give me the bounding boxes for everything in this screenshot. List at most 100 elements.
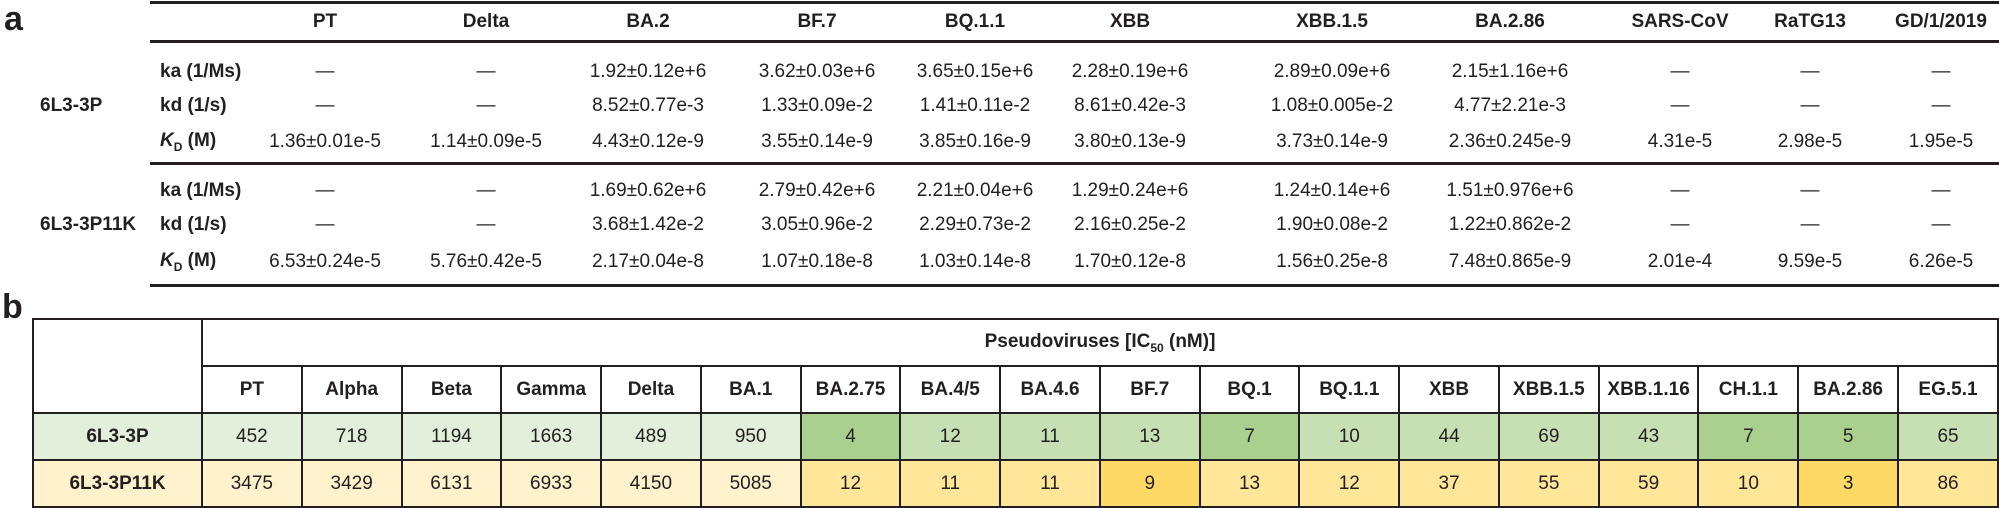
parameter-label: kd (1/s): [160, 95, 227, 116]
row-label: 6L3-3P: [32, 412, 203, 461]
column-header: XBB.1.16: [1597, 365, 1700, 414]
column-header: XBB: [1109, 11, 1151, 32]
table-cell: 4.77±2.21e-3: [1454, 95, 1566, 116]
table-a-group-separator: [150, 162, 1999, 165]
table-cell: 5.76±0.42e-5: [430, 251, 542, 272]
title-subscript: 50: [1150, 340, 1164, 355]
table-cell: —: [476, 180, 496, 201]
column-header: EG.5.1: [1897, 365, 1999, 414]
table-cell: 1.69±0.62e+6: [589, 180, 707, 201]
panel-a-letter: a: [4, 0, 23, 38]
table-cell: 8.52±0.77e-3: [592, 95, 704, 116]
table-cell: —: [315, 214, 335, 235]
table-cell: 3.65±0.15e+6: [916, 61, 1034, 82]
table-cell: 1.24±0.14e+6: [1273, 180, 1391, 201]
table-cell: 1.03±0.14e-8: [919, 251, 1031, 272]
table-cell: 5: [1797, 412, 1900, 461]
column-header: XBB.1.5: [1296, 11, 1368, 32]
kd-symbol: K: [160, 250, 174, 271]
column-header: SARS-CoV: [1631, 11, 1729, 32]
kd-symbol: K: [160, 130, 174, 151]
table-cell: 59: [1597, 459, 1700, 508]
table-cell: 2.36±0.245e-9: [1448, 131, 1572, 152]
column-header: Alpha: [300, 365, 403, 414]
table-cell: —: [315, 95, 335, 116]
column-header: Gamma: [500, 365, 603, 414]
table-cell: 1.51±0.976e+6: [1446, 180, 1574, 201]
table-cell: 1663: [500, 412, 603, 461]
table-cell: —: [1670, 180, 1690, 201]
table-cell: 12: [899, 412, 1002, 461]
table-cell: 12: [1298, 459, 1401, 508]
parameter-label: KD (M): [160, 130, 216, 154]
kd-subscript: D: [173, 260, 183, 274]
table-cell: —: [1931, 95, 1951, 116]
table-cell: 1.14±0.09e-5: [430, 131, 542, 152]
table-cell: 1.70±0.12e-8: [1074, 251, 1186, 272]
column-header: BQ.1.1: [1298, 365, 1401, 414]
kd-unit: (M): [182, 250, 217, 271]
column-header: BF.7: [797, 11, 837, 32]
table-cell: 2.21±0.04e+6: [916, 180, 1034, 201]
table-cell: 3475: [201, 459, 303, 508]
table-cell: 2.29±0.73e-2: [919, 214, 1031, 235]
column-header: BF.7: [1098, 365, 1201, 414]
table-cell: 43: [1597, 412, 1700, 461]
table-cell: 4: [799, 412, 902, 461]
parameter-label: kd (1/s): [160, 214, 227, 235]
table-cell: 2.98e-5: [1777, 131, 1843, 152]
table-cell: 5085: [699, 459, 802, 508]
table-cell: 1.95e-5: [1908, 131, 1974, 152]
table-row: 6L3-3P11K 3475 3429 6131 6933 4150 5085 12 11 11 9…: [32, 459, 1999, 508]
table-cell: 2.17±0.04e-8: [592, 251, 704, 272]
table-cell: 11: [899, 459, 1002, 508]
column-header: CH.1.1: [1697, 365, 1800, 414]
table-cell: 4150: [600, 459, 702, 508]
table-cell: 2.79±0.42e+6: [758, 180, 876, 201]
group-label: 6L3-3P11K: [40, 214, 137, 235]
table-cell: 3.80±0.13e-9: [1074, 131, 1186, 152]
table-cell: 1.90±0.08e-2: [1276, 214, 1388, 235]
parameter-label: KD (M): [160, 250, 216, 274]
column-header: Delta: [600, 365, 702, 414]
column-header: BA.2.86: [1475, 11, 1545, 32]
column-header: BA.2: [626, 11, 670, 32]
column-header: BA.2.75: [799, 365, 902, 414]
table-cell: 44: [1398, 412, 1500, 461]
group-label: 6L3-3P: [40, 95, 103, 116]
table-cell: —: [1670, 61, 1690, 82]
table-cell: 69: [1497, 412, 1600, 461]
table-cell: 2.28±0.19e+6: [1071, 61, 1189, 82]
table-cell: 13: [1198, 459, 1301, 508]
table-cell: —: [1800, 61, 1820, 82]
column-header: BA.4.6: [999, 365, 1101, 414]
table-cell: 1.33±0.09e-2: [761, 95, 873, 116]
table-a-bottom-rule: [150, 284, 1999, 287]
table-cell: —: [476, 214, 496, 235]
column-header: XBB.1.5: [1497, 365, 1600, 414]
kd-subscript: D: [173, 140, 183, 154]
table-cell: 718: [300, 412, 403, 461]
table-a-header-rule: [150, 40, 1999, 43]
column-header: RaTG13: [1774, 11, 1846, 32]
table-cell: 13: [1098, 412, 1201, 461]
column-header: BQ.1.1: [944, 11, 1006, 32]
table-cell: 12: [799, 459, 902, 508]
table-cell: —: [315, 180, 335, 201]
table-row: 6L3-3P 452 718 1194 1663 489 950 4 12 11 13 7 10 44 69…: [32, 412, 1999, 461]
title-text: Pseudoviruses [IC: [984, 330, 1151, 352]
column-header: GD/1/2019: [1895, 11, 1987, 32]
parameter-label: ka (1/Ms): [160, 180, 242, 201]
column-header: BA.4/5: [899, 365, 1002, 414]
panel-b-letter: b: [2, 288, 23, 326]
table-cell: 9.59e-5: [1777, 251, 1843, 272]
table-cell: 1.07±0.18e-8: [761, 251, 873, 272]
column-header: BA.2.86: [1797, 365, 1900, 414]
table-cell: —: [1931, 61, 1951, 82]
row-label: 6L3-3P11K: [32, 459, 203, 508]
table-cell: 452: [201, 412, 303, 461]
table-cell: 2.01e-4: [1647, 251, 1713, 272]
table-cell: 3.85±0.16e-9: [919, 131, 1031, 152]
table-cell: —: [1931, 214, 1951, 235]
table-b-title: Pseudoviruses [IC50 (nM)]: [201, 318, 1999, 367]
